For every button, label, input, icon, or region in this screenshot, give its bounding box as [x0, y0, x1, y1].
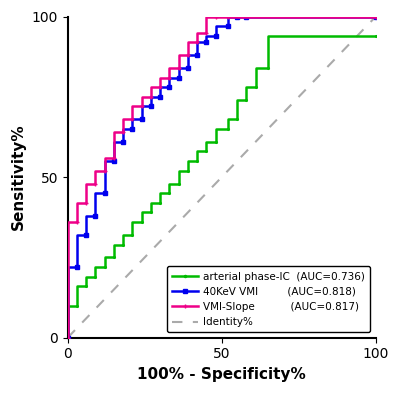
Legend: arterial phase-IC  (AUC=0.736), 40KeV VMI         (AUC=0.818), VMI-Slope        : arterial phase-IC (AUC=0.736), 40KeV VMI…: [167, 266, 370, 332]
Y-axis label: Sensitivity%: Sensitivity%: [11, 124, 26, 230]
X-axis label: 100% - Specificity%: 100% - Specificity%: [137, 367, 306, 382]
